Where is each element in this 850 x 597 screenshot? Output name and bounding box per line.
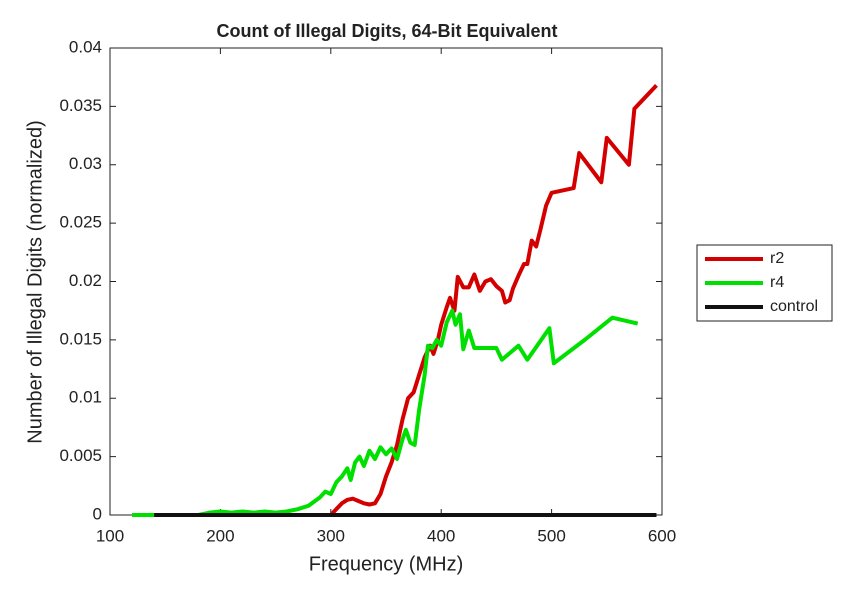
y-tick-label: 0 — [93, 504, 102, 523]
x-tick-label: 500 — [537, 526, 565, 545]
y-tick-label: 0.005 — [59, 446, 102, 465]
y-tick-label: 0.025 — [59, 213, 102, 232]
legend-label: r2 — [770, 250, 784, 267]
y-axis-label: Number of Illegal Digits (normalized) — [24, 120, 46, 443]
line-series — [154, 83, 658, 517]
legend-label: control — [770, 298, 818, 315]
x-tick-label: 300 — [317, 526, 345, 545]
chart-title: Count of Illegal Digits, 64-Bit Equivale… — [216, 21, 557, 41]
x-axis-label: Frequency (MHz) — [309, 553, 463, 575]
y-tick-label: 0.01 — [69, 388, 102, 407]
x-tick-label: 100 — [96, 526, 124, 545]
y-tick-label: 0.03 — [69, 154, 102, 173]
x-tick-label: 400 — [427, 526, 455, 545]
x-tick-label: 200 — [206, 526, 234, 545]
line-series — [132, 308, 639, 517]
x-tick-label: 600 — [648, 526, 676, 545]
y-tick-label: 0.015 — [59, 329, 102, 348]
legend-label: r4 — [770, 274, 784, 291]
y-tick-label: 0.035 — [59, 96, 102, 115]
y-tick-label: 0.02 — [69, 271, 102, 290]
y-tick-label: 0.04 — [69, 37, 102, 56]
